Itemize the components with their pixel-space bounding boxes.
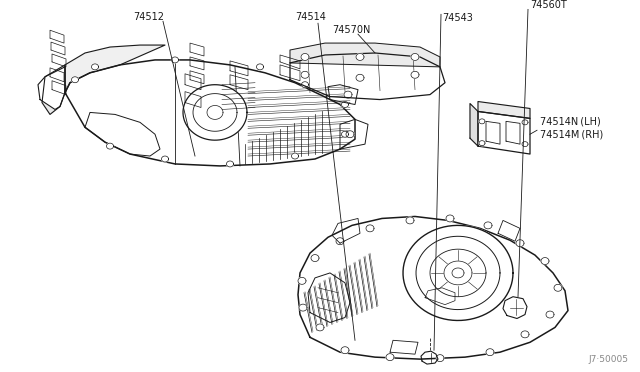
Polygon shape — [411, 71, 419, 78]
Polygon shape — [190, 57, 204, 70]
Polygon shape — [280, 65, 300, 81]
Polygon shape — [42, 65, 65, 115]
Polygon shape — [425, 288, 455, 305]
Polygon shape — [430, 249, 486, 297]
Polygon shape — [498, 221, 520, 241]
Polygon shape — [516, 240, 524, 247]
Polygon shape — [52, 54, 66, 67]
Polygon shape — [522, 142, 528, 147]
Polygon shape — [106, 143, 113, 149]
Polygon shape — [190, 71, 204, 84]
Polygon shape — [161, 156, 168, 162]
Polygon shape — [332, 218, 360, 243]
Polygon shape — [328, 85, 358, 105]
Polygon shape — [193, 94, 237, 131]
Polygon shape — [478, 102, 530, 118]
Polygon shape — [298, 217, 568, 359]
Polygon shape — [299, 304, 307, 311]
Polygon shape — [341, 347, 349, 354]
Polygon shape — [479, 119, 485, 124]
Polygon shape — [484, 222, 492, 229]
Text: J7·50005: J7·50005 — [588, 355, 628, 364]
Text: 74514: 74514 — [295, 12, 326, 22]
Polygon shape — [486, 349, 494, 356]
Text: 74514N (LH): 74514N (LH) — [540, 116, 601, 126]
Polygon shape — [521, 331, 529, 338]
Polygon shape — [390, 340, 418, 354]
Polygon shape — [411, 54, 419, 60]
Polygon shape — [416, 236, 500, 310]
Polygon shape — [185, 92, 201, 108]
Polygon shape — [479, 141, 485, 145]
Polygon shape — [190, 43, 204, 56]
Polygon shape — [340, 119, 368, 149]
Polygon shape — [230, 75, 248, 90]
Polygon shape — [50, 68, 64, 82]
Polygon shape — [316, 324, 324, 331]
Polygon shape — [403, 225, 513, 320]
Polygon shape — [301, 71, 309, 78]
Polygon shape — [356, 74, 364, 81]
Text: 74514M (RH): 74514M (RH) — [540, 129, 604, 139]
Polygon shape — [444, 261, 472, 285]
Polygon shape — [344, 91, 352, 98]
Text: 74512: 74512 — [133, 12, 164, 22]
Polygon shape — [298, 278, 306, 284]
Text: 74543: 74543 — [442, 13, 473, 23]
Polygon shape — [406, 217, 414, 224]
Polygon shape — [336, 238, 344, 245]
Polygon shape — [503, 297, 527, 318]
Text: 74560T: 74560T — [530, 0, 567, 10]
Polygon shape — [72, 77, 79, 83]
Polygon shape — [506, 121, 520, 144]
Polygon shape — [183, 85, 247, 140]
Polygon shape — [546, 311, 554, 318]
Polygon shape — [470, 103, 478, 146]
Polygon shape — [257, 64, 264, 70]
Text: 74570N: 74570N — [332, 25, 371, 35]
Polygon shape — [346, 131, 354, 138]
Polygon shape — [230, 61, 248, 76]
Polygon shape — [280, 55, 300, 69]
Polygon shape — [522, 120, 528, 125]
Polygon shape — [301, 54, 309, 60]
Polygon shape — [52, 81, 66, 94]
Polygon shape — [366, 225, 374, 232]
Polygon shape — [301, 82, 308, 88]
Polygon shape — [308, 273, 350, 323]
Polygon shape — [421, 351, 438, 364]
Polygon shape — [478, 112, 530, 154]
Polygon shape — [446, 215, 454, 222]
Polygon shape — [92, 64, 99, 70]
Polygon shape — [342, 102, 349, 108]
Polygon shape — [85, 112, 160, 156]
Polygon shape — [541, 257, 549, 264]
Polygon shape — [290, 53, 445, 100]
Polygon shape — [356, 54, 364, 60]
Polygon shape — [65, 45, 165, 93]
Polygon shape — [185, 74, 201, 90]
Polygon shape — [311, 254, 319, 262]
Polygon shape — [386, 354, 394, 360]
Polygon shape — [50, 30, 64, 43]
Polygon shape — [436, 355, 444, 362]
Polygon shape — [291, 153, 298, 159]
Polygon shape — [342, 131, 349, 137]
Polygon shape — [65, 60, 355, 166]
Polygon shape — [38, 67, 65, 109]
Polygon shape — [290, 43, 440, 67]
Polygon shape — [51, 42, 65, 55]
Polygon shape — [172, 57, 179, 63]
Polygon shape — [554, 284, 562, 291]
Polygon shape — [227, 161, 234, 167]
Polygon shape — [486, 121, 500, 144]
